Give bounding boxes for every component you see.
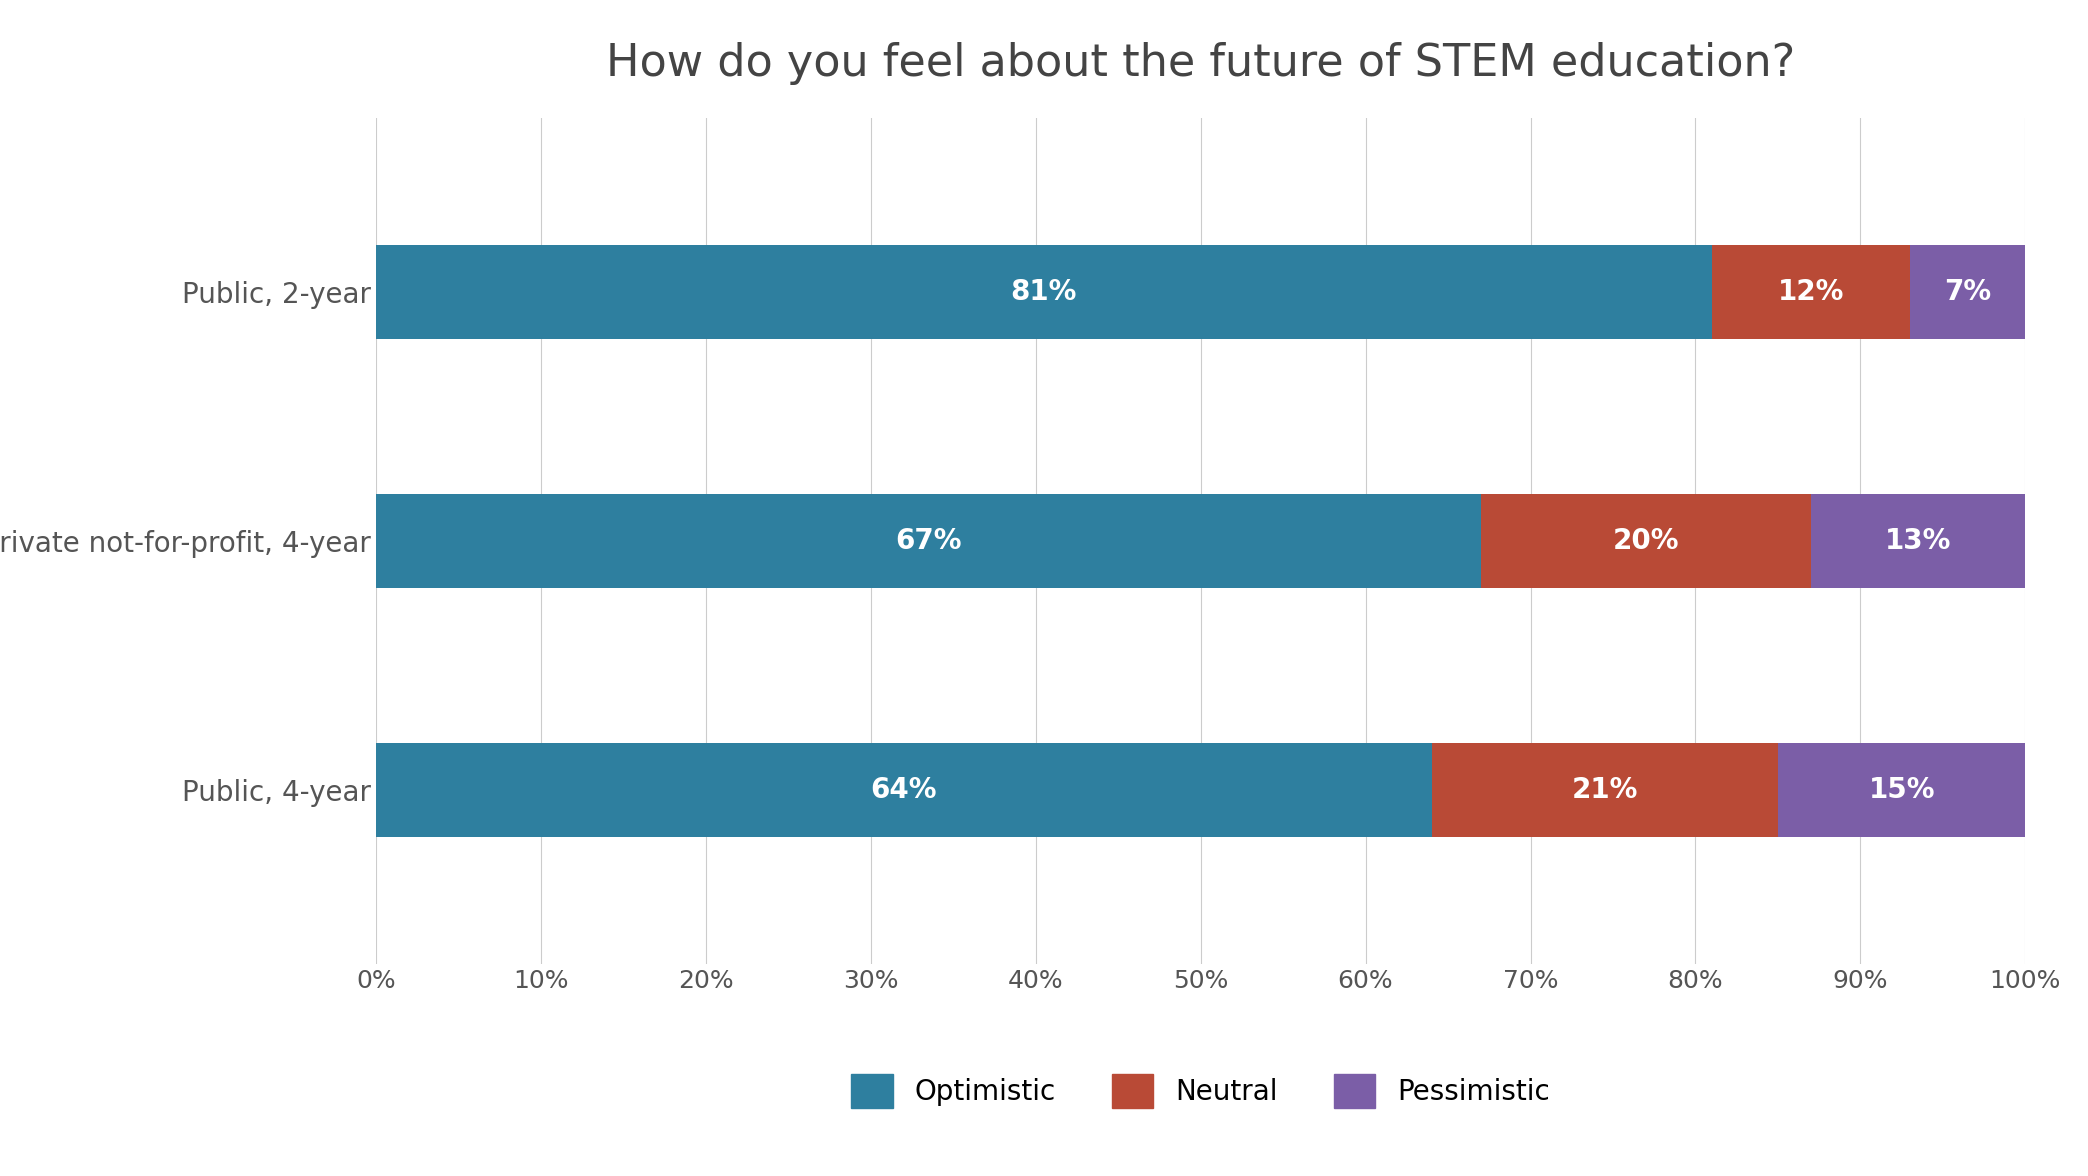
Bar (1777, 743, 2025, 837)
Text: 20%: 20% (1612, 527, 1679, 555)
Bar (376, 245, 1712, 339)
Text: 7%: 7% (1944, 278, 1992, 306)
Bar (1810, 494, 2025, 588)
Bar (376, 743, 1432, 837)
Text: 13%: 13% (1885, 527, 1952, 555)
Legend: Optimistic, Neutral, Pessimistic: Optimistic, Neutral, Pessimistic (839, 1063, 1562, 1120)
Bar (1480, 494, 1810, 588)
Text: 64%: 64% (871, 776, 938, 804)
Title: How do you feel about the future of STEM education?: How do you feel about the future of STEM… (606, 42, 1796, 85)
Bar (1432, 743, 1777, 837)
Bar (1712, 245, 1911, 339)
Bar (1911, 245, 2025, 339)
Text: 81%: 81% (1011, 278, 1077, 306)
Text: 21%: 21% (1572, 776, 1637, 804)
Text: 12%: 12% (1777, 278, 1844, 306)
Text: 15%: 15% (1869, 776, 1936, 804)
Text: 67%: 67% (896, 527, 963, 555)
Bar (376, 494, 1480, 588)
